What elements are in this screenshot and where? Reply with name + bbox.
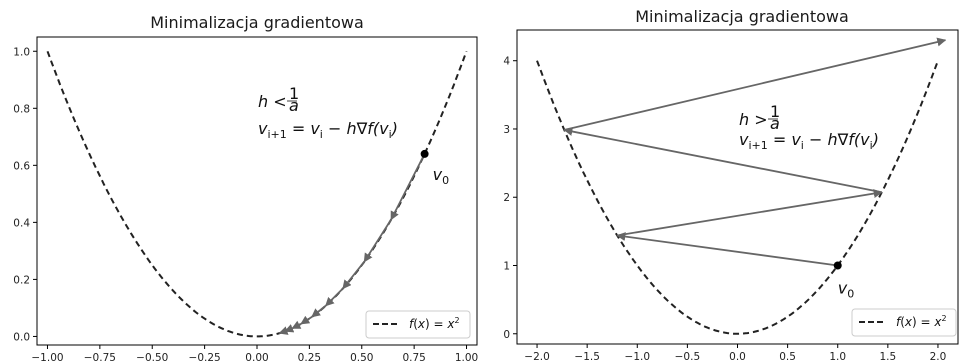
legend-label: f(x) = x2 [409,316,460,331]
x-tick-label: 1.00 [455,352,478,364]
x-tick-label: −1.00 [31,352,63,364]
start-point-label: v0 [433,165,449,187]
y-tick-label: 0.4 [13,217,30,229]
annotation-update-rule: vi+1 = vi − h∇f(vi) [739,130,879,152]
x-tick-label: 0.75 [402,352,425,364]
x-tick-label: 0.0 [729,351,746,363]
y-tick-label: 0.0 [13,331,30,343]
svg-text:1: 1 [770,102,780,121]
x-tick-label: 0.50 [350,352,373,364]
svg-text:a: a [289,96,299,115]
x-tick-label: −2.0 [524,351,550,363]
x-tick-label: −1.5 [574,351,600,363]
gradient-step-arrow [278,326,289,335]
x-tick-label: 0.25 [298,352,321,364]
x-tick-label: 0.00 [245,352,268,364]
y-tick-label: 0.8 [13,103,30,115]
svg-text:a: a [770,114,780,133]
x-tick-label: −0.75 [84,352,116,364]
gradient-step-arrow [390,153,426,221]
function-curve [46,50,468,338]
x-tick-label: −0.50 [136,352,168,364]
start-point-dot [833,261,842,270]
gradient-step-arrow [342,261,365,290]
svg-text:h <: h < [258,92,287,111]
x-tick-label: 1.0 [829,351,846,363]
y-tick-label: 2 [503,192,510,204]
y-tick-label: 0.2 [13,274,30,286]
y-tick-label: 1.0 [13,46,30,58]
chart-right-diverging: Minimalizacja gradientowa −2.0 −1.5 −1.0 −0… [503,7,959,363]
plot-area-frame [36,36,478,346]
start-point-subscript: 0 [847,288,854,301]
annotation-step-condition: h > 1 a [739,102,780,133]
svg-text:1: 1 [289,84,299,103]
y-tick-label: 0 [503,329,510,341]
chart-left-converging: Minimalizacja gradientowa −1.00 −0.75 −0.5… [13,13,478,364]
legend-box: f(x) = x2 [365,310,471,339]
y-tick-label: 4 [503,56,510,68]
annotation-step-condition: h < 1 a [258,84,299,115]
gradient-step-arrow [617,189,883,237]
plot-area-frame [516,29,959,345]
x-tick-label: 1.5 [879,351,896,363]
start-point-dot [420,149,429,158]
gradient-step-arrow [564,37,947,131]
svg-text:h >: h > [739,110,768,129]
x-tick-label: −1.0 [625,351,651,363]
gradient-step-arrow [616,232,838,267]
x-tick-label: −0.25 [189,352,221,364]
gradient-step-arrow [363,219,392,263]
gradient-step-arrow [311,305,327,318]
chart-title: Minimalizacja gradientowa [635,7,849,26]
y-tick-label: 1 [503,261,510,273]
gradient-step-arrow [300,315,313,325]
chart-title: Minimalizacja gradientowa [150,13,364,32]
y-tick-label: 3 [503,124,510,136]
function-curve [536,60,939,335]
x-tick-label: −0.5 [675,351,701,363]
gradient-step-arrow [563,127,883,194]
x-tick-label: 0.5 [779,351,796,363]
legend-label: f(x) = x2 [896,314,947,329]
y-tick-label: 0.6 [13,160,30,172]
x-tick-label: 2.0 [930,351,947,363]
gradient-step-arrow [291,320,302,330]
start-point-subscript: 0 [442,174,449,187]
legend-box: f(x) = x2 [851,308,957,337]
start-point-label: v0 [838,279,854,301]
gradient-step-arrow [325,287,344,307]
annotation-update-rule: vi+1 = vi − h∇f(vi) [258,119,398,141]
